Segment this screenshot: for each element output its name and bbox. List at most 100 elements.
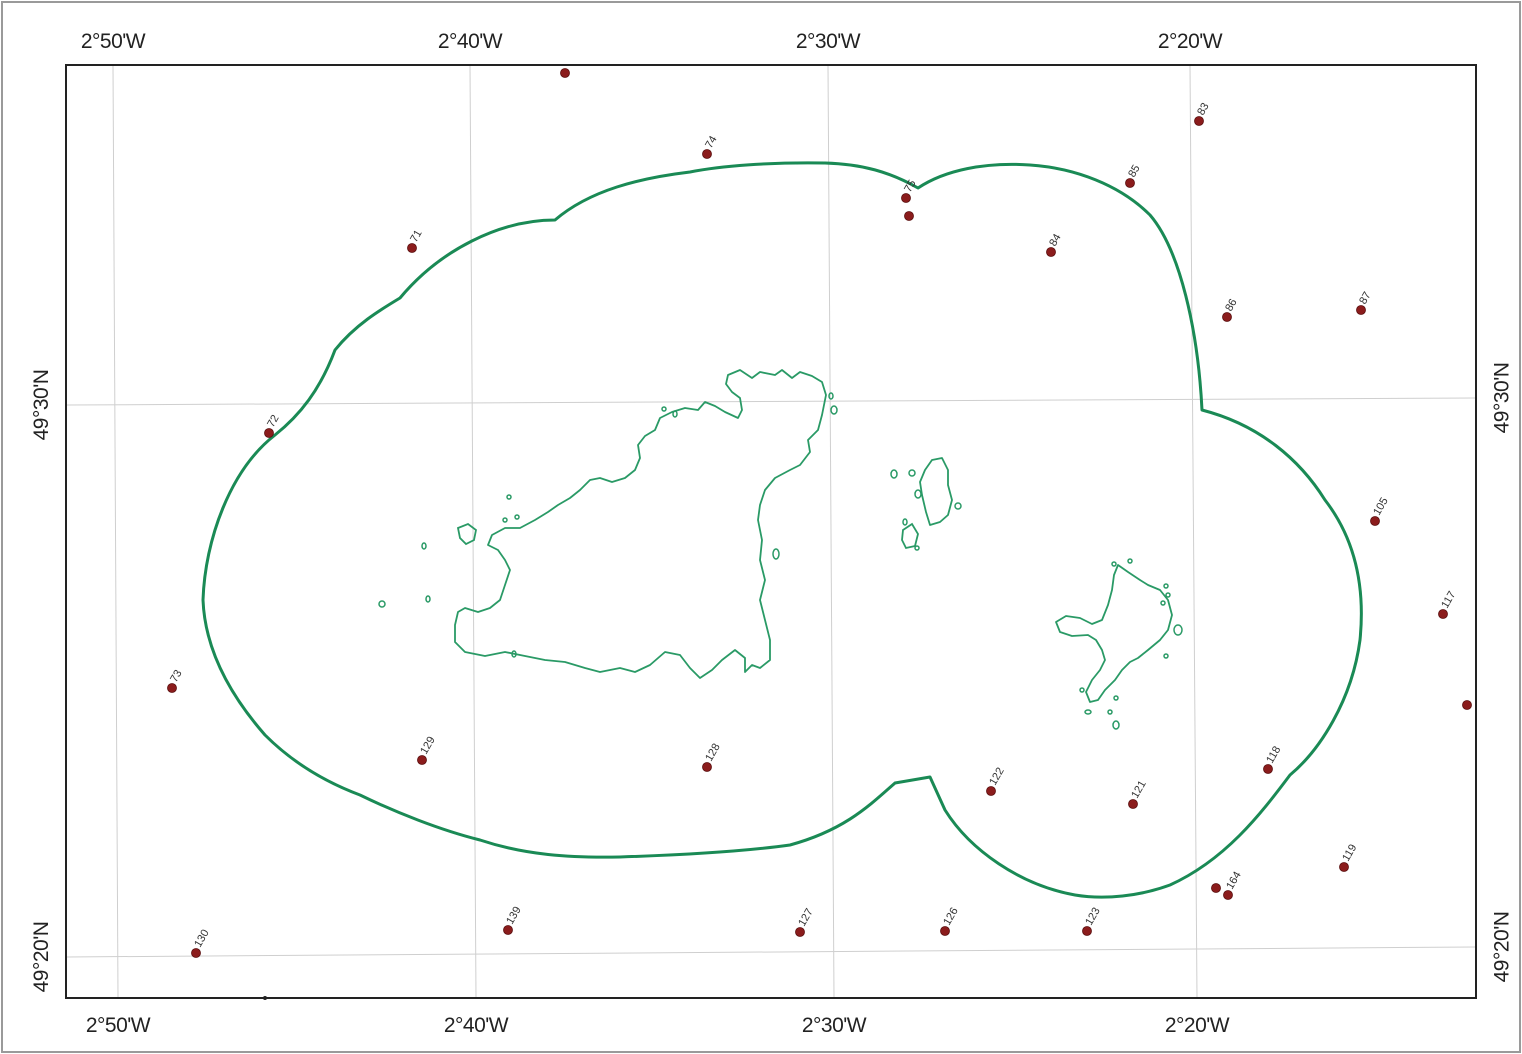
bottom-label-2-30w: 2°30'W [802, 1014, 867, 1037]
top-label-2-20w: 2°20'W [1158, 30, 1223, 53]
station-marker: 86 [1222, 297, 1240, 322]
meridian-2-50w [112, 64, 119, 999]
station-dot [702, 762, 712, 772]
islet [830, 405, 838, 415]
islet [511, 650, 517, 658]
islet [954, 502, 962, 510]
station-label: 130 [192, 928, 212, 950]
islet [1084, 709, 1092, 715]
station-marker: 84 [1046, 232, 1064, 257]
right-label-49-20n: 49°20'N [1490, 912, 1513, 983]
station-dot [702, 149, 712, 159]
station-dot [1211, 883, 1221, 893]
bottom-label-2-50w: 2°50'W [86, 1014, 151, 1037]
station-label: 105 [1371, 496, 1391, 518]
islet [914, 489, 922, 499]
station-label: 86 [1223, 297, 1240, 314]
station-label: 118 [1264, 744, 1283, 765]
meridian-2-30w [827, 64, 835, 999]
station-dot [167, 683, 177, 693]
station-marker [560, 68, 570, 78]
coastline-jethou [901, 522, 919, 550]
station-dot [417, 755, 427, 765]
station-marker: 164 [1223, 870, 1244, 900]
top-label-2-30w: 2°30'W [796, 30, 861, 53]
station-marker: 105 [1370, 496, 1391, 526]
station-dot [407, 243, 417, 253]
station-marker: 75 [901, 178, 919, 203]
station-dot [1125, 178, 1135, 188]
station-label: 164 [1224, 870, 1244, 892]
islet [421, 542, 427, 550]
islet [1112, 720, 1120, 730]
islet [772, 548, 780, 560]
stations-layer: 74 83 85 75 71 84 86 87 72 105 117 73 129 128 122 118 12… [167, 68, 1472, 958]
islet [908, 469, 916, 477]
parallel-49-30n [65, 397, 1477, 406]
station-label: 123 [1083, 906, 1103, 928]
meridian-2-20w [1189, 64, 1198, 999]
station-marker: 71 [407, 228, 425, 253]
station-label: 139 [504, 905, 524, 927]
islet [1111, 561, 1117, 567]
station-dot [1194, 116, 1204, 126]
islets [378, 392, 1183, 730]
station-dot [1356, 305, 1366, 315]
station-label: 73 [168, 668, 185, 685]
coastline-sark [1055, 564, 1173, 703]
station-dot [191, 948, 201, 958]
islet [1079, 687, 1085, 693]
station-marker: 83 [1194, 101, 1212, 126]
top-label-2-50w: 2°50'W [81, 30, 146, 53]
station-dot [560, 68, 570, 78]
station-marker: 130 [191, 928, 212, 958]
station-dot [1462, 700, 1472, 710]
islet [902, 518, 908, 526]
islet [1107, 709, 1113, 715]
station-label: 87 [1357, 290, 1374, 307]
islet [514, 514, 520, 520]
islet [661, 406, 667, 412]
station-marker [904, 211, 914, 221]
station-marker: 87 [1356, 290, 1374, 315]
station-marker: 127 [795, 907, 816, 937]
station-marker: 121 [1128, 779, 1149, 809]
islet [1160, 600, 1166, 606]
station-marker: 126 [940, 906, 961, 936]
islet [1113, 695, 1119, 701]
station-label: 74 [703, 134, 720, 151]
islet [502, 517, 508, 523]
station-marker: 74 [702, 134, 720, 159]
territorial-boundary [201, 161, 1363, 899]
islet [914, 545, 920, 551]
station-label: 128 [703, 742, 723, 764]
station-marker: 73 [167, 668, 185, 693]
station-marker: 85 [1125, 163, 1143, 188]
station-dot [1082, 926, 1092, 936]
station-marker [1462, 700, 1472, 710]
station-dot [1223, 890, 1233, 900]
station-label: 83 [1195, 101, 1212, 118]
station-marker: 129 [417, 735, 438, 765]
meridian-2-40w [469, 64, 477, 999]
station-dot [1128, 799, 1138, 809]
station-marker: 139 [503, 905, 524, 935]
station-dot [1263, 764, 1273, 774]
station-dot [901, 193, 911, 203]
islet [378, 600, 386, 608]
graticule-grid [65, 64, 1477, 999]
station-label: 71 [408, 228, 425, 245]
islet [1163, 653, 1169, 659]
map-neatline [65, 64, 1477, 999]
frame-mark [263, 996, 267, 1000]
islet [1127, 558, 1133, 564]
islet [1173, 624, 1183, 636]
top-label-2-40w: 2°40'W [438, 30, 503, 53]
left-label-49-20n: 49°20'N [30, 922, 53, 993]
islet [890, 469, 898, 479]
coastline-guernsey [454, 369, 827, 679]
station-marker: 128 [702, 742, 723, 772]
station-label: 117 [1439, 589, 1458, 610]
